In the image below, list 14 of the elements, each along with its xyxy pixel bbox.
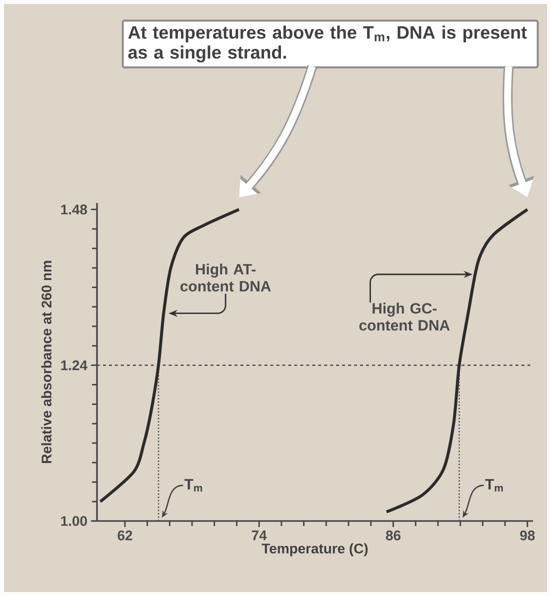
- ref-line-label: T$_{m}$: [485, 479, 503, 492]
- x-tick-label: 98: [520, 530, 535, 540]
- y-tick-label: 1.00: [61, 516, 87, 526]
- x-axis-title: Temperature (C): [262, 543, 368, 556]
- x-tick-label: 74: [252, 530, 267, 540]
- y-tick-label: 1.48: [61, 204, 88, 214]
- annotation: High GC-content DNA: [359, 302, 450, 331]
- text: At temperatures above the T$_{m}$, DNA is present as a single strand.: [128, 26, 527, 62]
- x-tick-label: 62: [118, 530, 132, 540]
- ref-line-label: T$_{m}$: [184, 479, 202, 492]
- annotation: High AT-content DNA: [180, 264, 271, 292]
- y-tick-label: 1.24: [61, 360, 88, 370]
- x-tick-label: 86: [386, 530, 401, 540]
- y-axis-title: Relative absorbance at 260 nm: [41, 260, 52, 463]
